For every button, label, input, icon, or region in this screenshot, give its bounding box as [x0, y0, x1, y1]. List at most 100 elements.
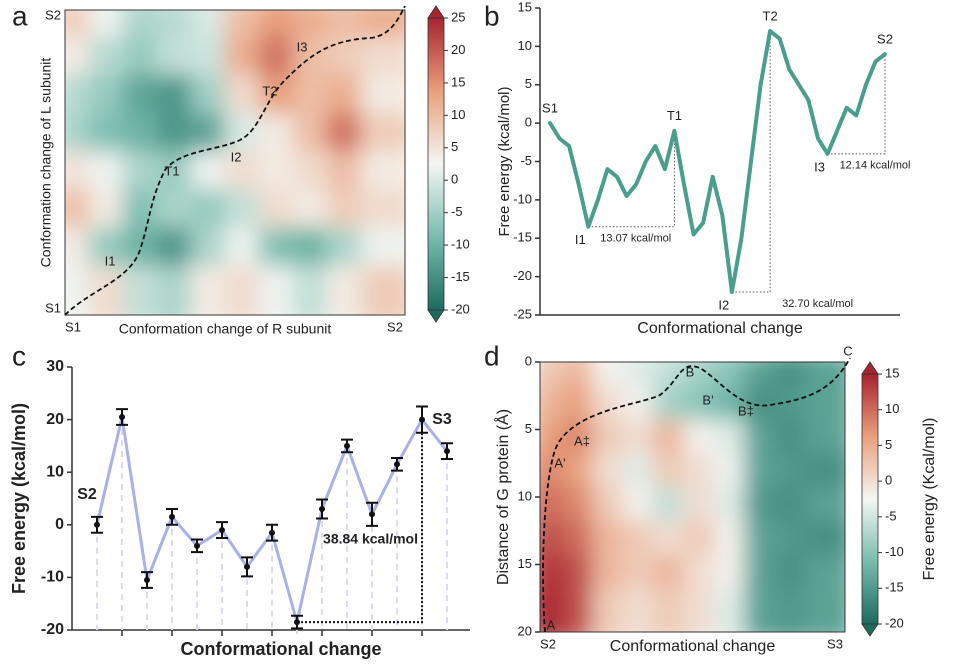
path-label: B‡ [738, 403, 754, 418]
point [144, 577, 150, 584]
panel-label: c [12, 340, 26, 371]
colorbar-tick-label: 5 [451, 139, 458, 154]
y-end-label: S1 [45, 300, 61, 315]
y-tick-label: 0 [55, 516, 64, 533]
colorbar-tick-label: 0 [885, 473, 892, 488]
point [169, 513, 175, 520]
guide [297, 419, 423, 624]
path-label: A' [554, 455, 565, 470]
y-tick-label: -10 [41, 569, 64, 586]
path-label: T1 [164, 163, 179, 178]
colorbar-cap [427, 309, 445, 323]
point [119, 413, 125, 420]
point [269, 529, 275, 536]
point-label: I1 [575, 232, 586, 247]
y-tick-label: 30 [46, 358, 64, 375]
annotation: 12.14 kcal/mol [840, 160, 911, 172]
y-tick-label: -15 [513, 230, 532, 245]
y-tick-label: -5 [520, 153, 532, 168]
point [419, 416, 425, 423]
colorbar-label: Free energy (Kcal/mol) [921, 418, 938, 581]
path-label: B [686, 364, 695, 379]
colorbar-tick-label: 0 [451, 172, 458, 187]
plot-frame [64, 9, 406, 316]
path-label: I1 [105, 253, 116, 268]
y-tick-label: -20 [41, 621, 64, 638]
annotation: 38.84 kcal/mol [323, 531, 418, 547]
y-axis-label: Conformation change of L subunit [38, 58, 54, 268]
y-tick-label: 0 [525, 115, 532, 130]
guide [827, 54, 886, 155]
x-axis-label: Conformational change [637, 320, 803, 337]
colorbar-cap [861, 623, 879, 637]
y-tick-label: 10 [518, 488, 532, 503]
colorbar-tick-label: 15 [451, 74, 465, 89]
y-tick-label: 10 [518, 38, 532, 53]
annotation: 32.70 kcal/mol [782, 298, 853, 310]
colorbar-tick-label: -15 [451, 269, 470, 284]
path-label: B' [702, 392, 713, 407]
heat-cell [360, 265, 405, 315]
x-end-label: S2 [387, 319, 403, 334]
point [94, 521, 100, 528]
path-label: A‡ [574, 433, 590, 448]
point [344, 442, 350, 449]
colorbar-tick-label: -10 [885, 544, 904, 559]
path-label: T2 [262, 83, 277, 98]
x-end-label: S3 [827, 636, 843, 651]
y-tick-label: 5 [525, 421, 532, 436]
path-label: A [547, 617, 556, 632]
point [219, 527, 225, 534]
y-tick-label: 20 [46, 411, 64, 428]
colorbar-tick-label: 10 [451, 107, 465, 122]
y-tick-label: -20 [513, 268, 532, 283]
y-end-label: S2 [45, 7, 61, 22]
colorbar-tick-label: 20 [451, 42, 465, 57]
y-tick-label: -10 [513, 191, 532, 206]
colorbar-tick-label: -10 [451, 237, 470, 252]
line [548, 29, 887, 294]
point-label: T1 [667, 108, 682, 123]
colorbar-tick-label: -5 [451, 204, 463, 219]
colorbar-tick-label: -20 [885, 615, 904, 630]
panel-label: a [12, 0, 28, 31]
colorbar-tick-label: 25 [451, 9, 465, 24]
point-label: S2 [77, 486, 97, 503]
y-tick-label: 15 [518, 556, 532, 571]
colorbar-tick-label: -20 [451, 301, 470, 316]
colorbar-tick-label: -15 [885, 580, 904, 595]
point [319, 506, 325, 513]
guide [588, 130, 675, 228]
colorbar-tick-label: -5 [885, 508, 897, 523]
point-label: I2 [718, 297, 729, 312]
colorbar-cap [427, 5, 445, 19]
colorbar [427, 17, 445, 311]
colorbar [861, 373, 879, 625]
point-label: S2 [877, 31, 893, 46]
heatmap-clip [540, 362, 845, 632]
y-axis-label: Free energy (kcal/mol) [9, 403, 29, 594]
panel-label: d [484, 340, 500, 371]
x-axis-label: Conformational change [180, 639, 381, 659]
pathway [64, 5, 406, 316]
point [394, 461, 400, 468]
colorbar-tick-label: 5 [885, 437, 892, 452]
colorbar-tick-label: 15 [885, 365, 899, 380]
point-label: I3 [814, 159, 825, 174]
heatmap [540, 362, 845, 632]
x-axis-label: Conformational change [610, 638, 776, 655]
colorbar-tick-label: 10 [885, 401, 899, 416]
colorbar-cap [861, 361, 879, 375]
point [294, 619, 300, 626]
path-label: I3 [297, 39, 308, 54]
point-label: T2 [763, 8, 778, 23]
point [369, 511, 375, 518]
annotation: 13.07 kcal/mol [600, 233, 671, 245]
pathway [542, 357, 851, 633]
y-axis-label: Distance of G protein (Å) [493, 409, 512, 585]
heat-cell [805, 588, 845, 632]
y-tick-label: 15 [518, 0, 532, 14]
y-tick-label: 20 [518, 623, 532, 638]
point [194, 542, 200, 549]
